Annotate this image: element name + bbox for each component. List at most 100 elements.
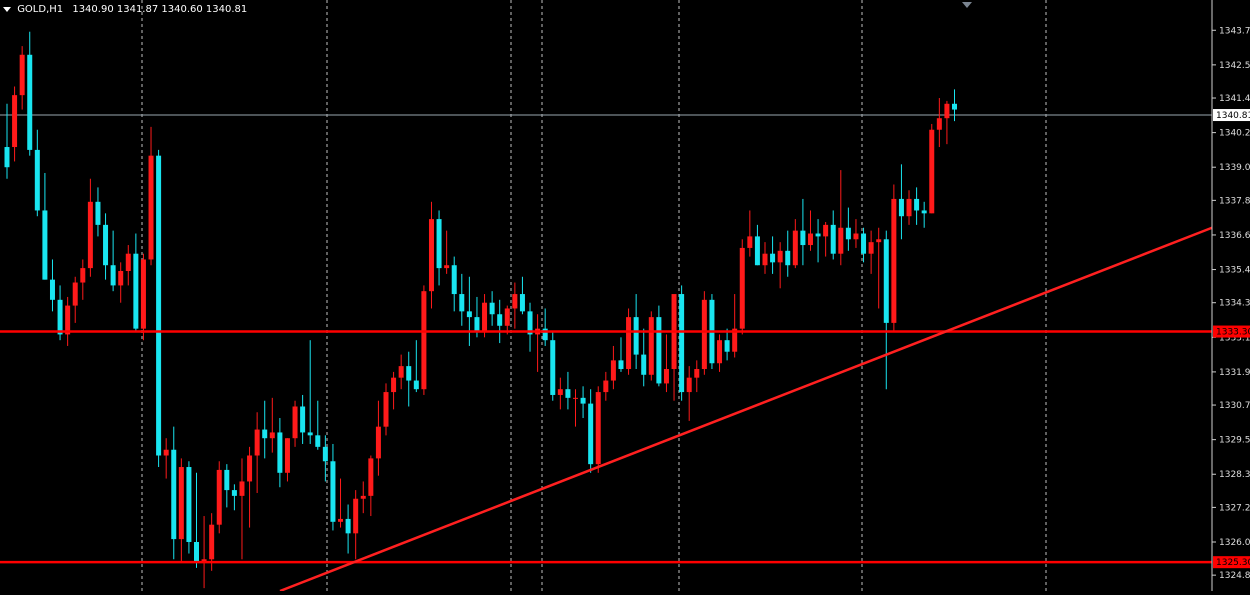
price-tick-label: 1337.85 — [1219, 196, 1250, 206]
candle-body — [391, 377, 397, 393]
candle-body — [648, 317, 654, 375]
price-tick-label: 1343.75 — [1219, 26, 1250, 36]
price-tick-label: 1333.10 — [1219, 333, 1250, 343]
candle-body — [307, 432, 313, 436]
candle-body — [375, 426, 381, 459]
candle-body — [231, 490, 237, 496]
candle-body — [360, 495, 366, 499]
candle-body — [633, 317, 639, 355]
candle-body — [929, 129, 935, 214]
candle-body — [292, 406, 298, 439]
candle-body — [57, 299, 63, 335]
candle-body — [262, 429, 268, 439]
candle-body — [72, 282, 78, 306]
candle-body — [178, 467, 184, 540]
candle-body — [148, 155, 154, 260]
candle-body — [739, 247, 745, 329]
candle-body — [451, 265, 457, 295]
candle-body — [444, 265, 450, 269]
candle-body — [618, 360, 624, 370]
level-price-tag — [1213, 556, 1250, 569]
price-tick-label: 1340.20 — [1219, 129, 1250, 139]
candle-body — [19, 54, 25, 96]
candle-body — [474, 317, 480, 332]
price-tick-label: 1339.00 — [1219, 163, 1250, 173]
candle-body — [247, 455, 253, 482]
shift-marker-icon[interactable] — [962, 2, 972, 8]
candle-body — [952, 103, 957, 110]
candle-body — [459, 294, 465, 312]
trend-line[interactable] — [279, 226, 1213, 593]
symbol-header: GOLD,H1 1340.90 1341.87 1340.60 1340.81 — [3, 4, 247, 16]
candle-body — [626, 317, 632, 370]
candle-body — [482, 302, 488, 332]
candle-body — [224, 469, 230, 491]
candle-body — [239, 481, 245, 496]
candle-body — [269, 432, 275, 439]
candle-body — [724, 340, 730, 352]
candle-body — [95, 201, 101, 225]
candle-body — [732, 328, 738, 352]
level-price-tag-label: 1325.30 — [1216, 558, 1250, 568]
candle-body — [345, 518, 351, 534]
candle-body — [118, 270, 124, 286]
candle-body — [807, 233, 813, 246]
candle-body — [254, 429, 260, 456]
candle-body — [686, 377, 692, 393]
drawn-lines[interactable] — [0, 226, 1213, 593]
candle-body — [284, 438, 290, 473]
candle-body — [754, 236, 760, 266]
candle-body — [421, 291, 427, 390]
level-price-tag-label: 1333.30 — [1216, 328, 1250, 338]
candle-body — [110, 265, 116, 286]
grid-lines — [0, 0, 1212, 591]
price-tick-label: 1331.90 — [1219, 368, 1250, 378]
candle-body — [944, 103, 950, 119]
price-tick-label: 1342.55 — [1219, 61, 1250, 71]
price-tick-label: 1329.55 — [1219, 436, 1250, 446]
dropdown-triangle-icon[interactable] — [3, 7, 11, 12]
candle-body — [125, 253, 131, 271]
candle-body — [694, 369, 700, 378]
candle-body — [845, 227, 851, 240]
candle-body — [103, 224, 109, 266]
candle-body — [830, 224, 836, 254]
current-price-tag — [1213, 109, 1250, 122]
candle-body — [891, 198, 897, 323]
candle-body — [42, 210, 48, 280]
candle-body — [368, 458, 374, 496]
price-tick-label: 1334.30 — [1219, 299, 1250, 309]
candle-body — [603, 380, 609, 393]
candle-body — [512, 294, 518, 309]
candle-body — [800, 230, 806, 246]
candle-body — [717, 340, 723, 364]
candle-body — [573, 397, 578, 399]
candle-body — [785, 250, 791, 266]
candle-body — [838, 227, 844, 254]
candle-body — [163, 449, 169, 456]
candle-body — [466, 311, 472, 318]
candle-body — [898, 198, 904, 217]
candle-body — [65, 305, 71, 335]
candle-body — [921, 210, 927, 214]
candle-body — [330, 461, 336, 522]
candle-body — [914, 198, 920, 211]
candle-body — [216, 469, 222, 525]
candle-body — [656, 317, 662, 384]
candle-body — [353, 498, 359, 534]
candle-body — [777, 250, 783, 263]
current-price-tag-label: 1340.81 — [1216, 111, 1250, 121]
price-tick-label: 1335.45 — [1219, 266, 1250, 276]
price-tick-label: 1330.75 — [1219, 401, 1250, 411]
candle-body — [171, 449, 177, 540]
price-tick-label: 1327.20 — [1219, 503, 1250, 513]
candle-body — [133, 253, 139, 329]
candle-body — [428, 219, 434, 292]
price-axis: 1343.75 1342.55 1341.40 1340.20 1339.00 1337.… — [1211, 0, 1250, 591]
candle-body — [663, 369, 669, 384]
candle-body — [770, 253, 776, 263]
candle-body — [87, 201, 93, 269]
candle-body — [792, 230, 798, 266]
